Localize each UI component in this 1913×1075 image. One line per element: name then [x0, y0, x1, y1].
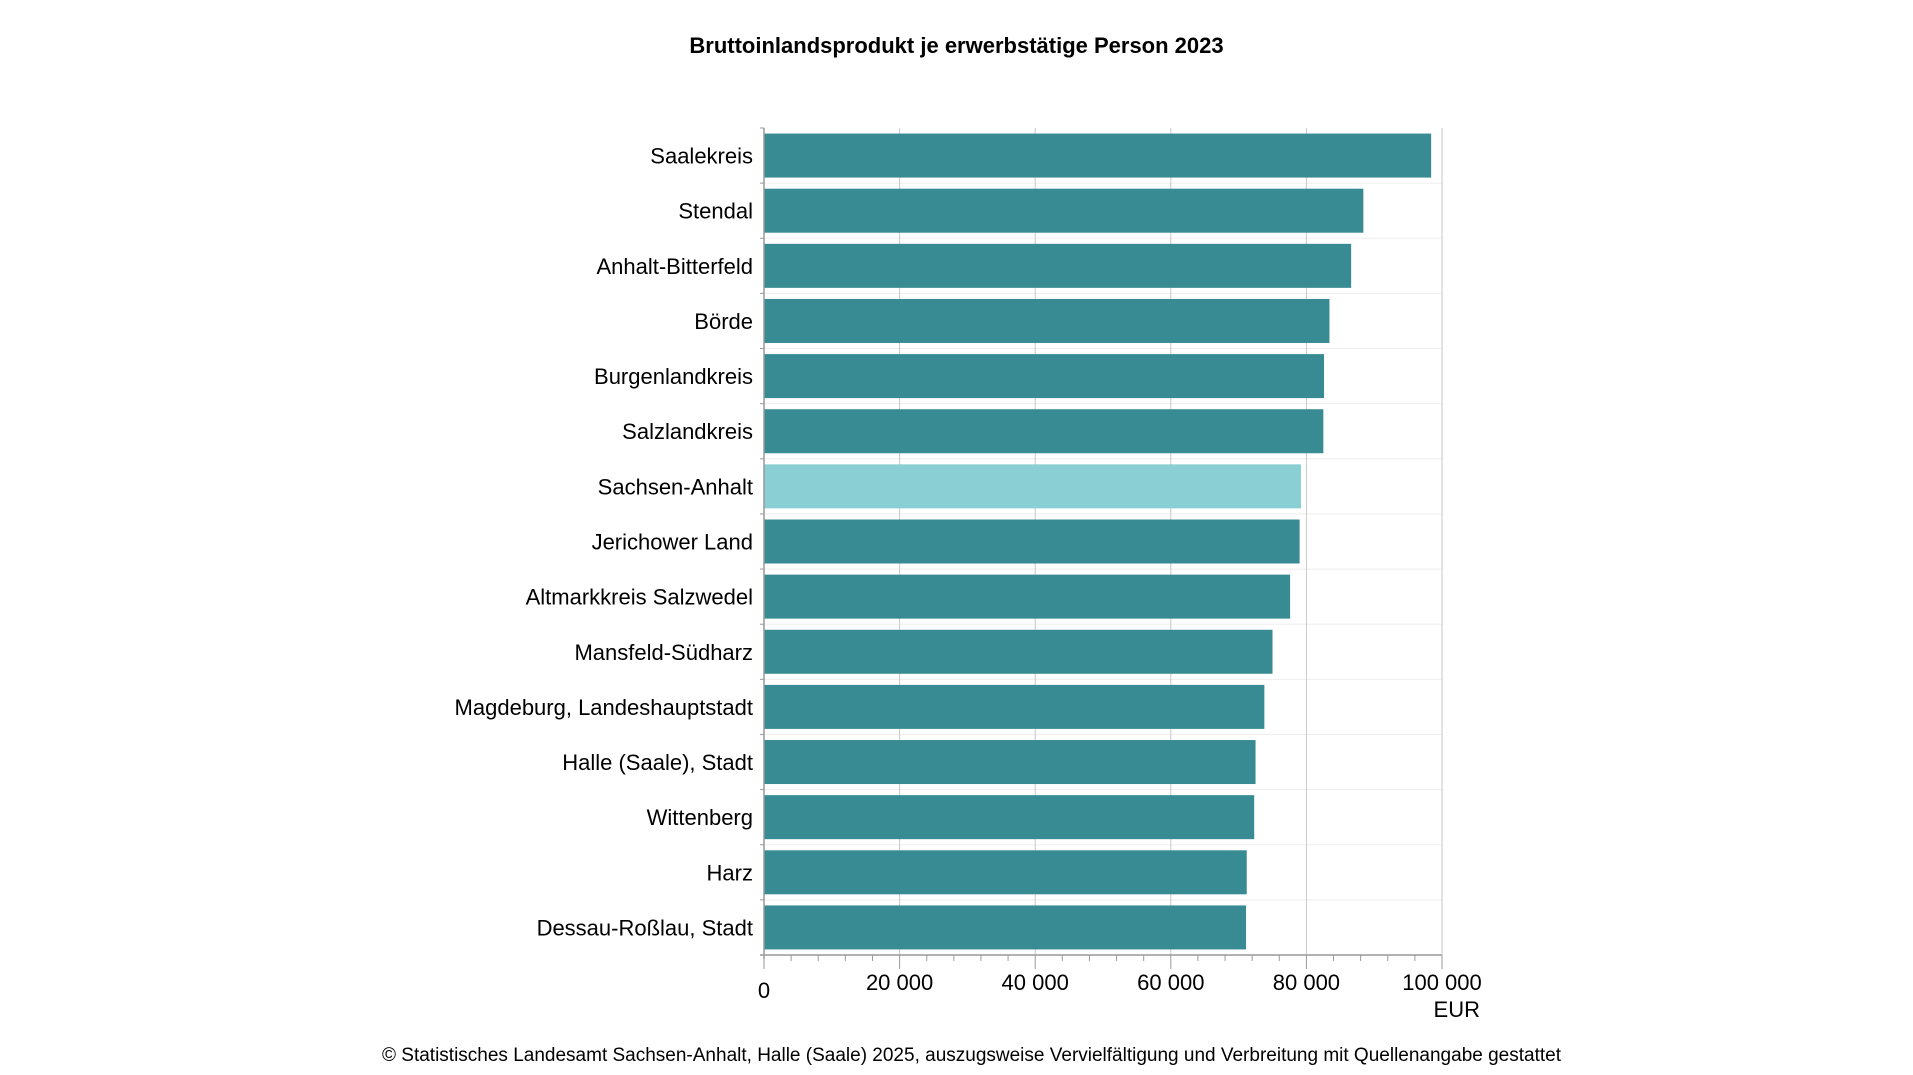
category-label: Stendal: [678, 199, 753, 224]
bar: [764, 629, 1273, 674]
category-label: Börde: [694, 309, 753, 334]
category-label: Jerichower Land: [592, 530, 753, 555]
bar: [764, 850, 1247, 895]
category-label: Mansfeld-Südharz: [574, 640, 753, 665]
category-label: Wittenberg: [647, 805, 753, 830]
copyright-footer: © Statistisches Landesamt Sachsen-Anhalt…: [382, 1045, 1561, 1066]
category-label: Dessau-Roßlau, Stadt: [537, 915, 753, 940]
bar: [764, 188, 1364, 233]
bar: [764, 409, 1324, 454]
category-label: Salzlandkreis: [622, 419, 753, 444]
bar: [764, 519, 1300, 564]
x-tick-label: 100 000: [1402, 970, 1482, 995]
bar: [764, 795, 1255, 840]
bar: [764, 684, 1265, 729]
chart-title: Bruttoinlandsprodukt je erwerbstätige Pe…: [689, 33, 1224, 58]
bar: [764, 740, 1256, 785]
bar: [764, 905, 1247, 950]
x-axis-unit-label: EUR: [1434, 997, 1480, 1022]
category-label: Burgenlandkreis: [594, 364, 753, 389]
bar: [764, 574, 1291, 619]
x-tick-label: 40 000: [1002, 970, 1069, 995]
category-label: Harz: [707, 860, 753, 885]
category-label: Sachsen-Anhalt: [598, 474, 753, 499]
bar: [764, 464, 1301, 509]
x-tick-label: 20 000: [866, 970, 933, 995]
bar: [764, 298, 1330, 343]
category-label: Anhalt-Bitterfeld: [596, 254, 753, 279]
x-tick-label: 80 000: [1273, 970, 1340, 995]
category-label: Magdeburg, Landeshauptstadt: [455, 695, 753, 720]
bar: [764, 354, 1325, 399]
category-label: Saalekreis: [650, 144, 753, 169]
category-label: Altmarkkreis Salzwedel: [526, 585, 753, 610]
category-label: Halle (Saale), Stadt: [562, 750, 753, 775]
bar: [764, 133, 1432, 178]
bar: [764, 243, 1352, 288]
x-tick-label: 0: [758, 978, 770, 1003]
x-tick-label: 60 000: [1137, 970, 1204, 995]
